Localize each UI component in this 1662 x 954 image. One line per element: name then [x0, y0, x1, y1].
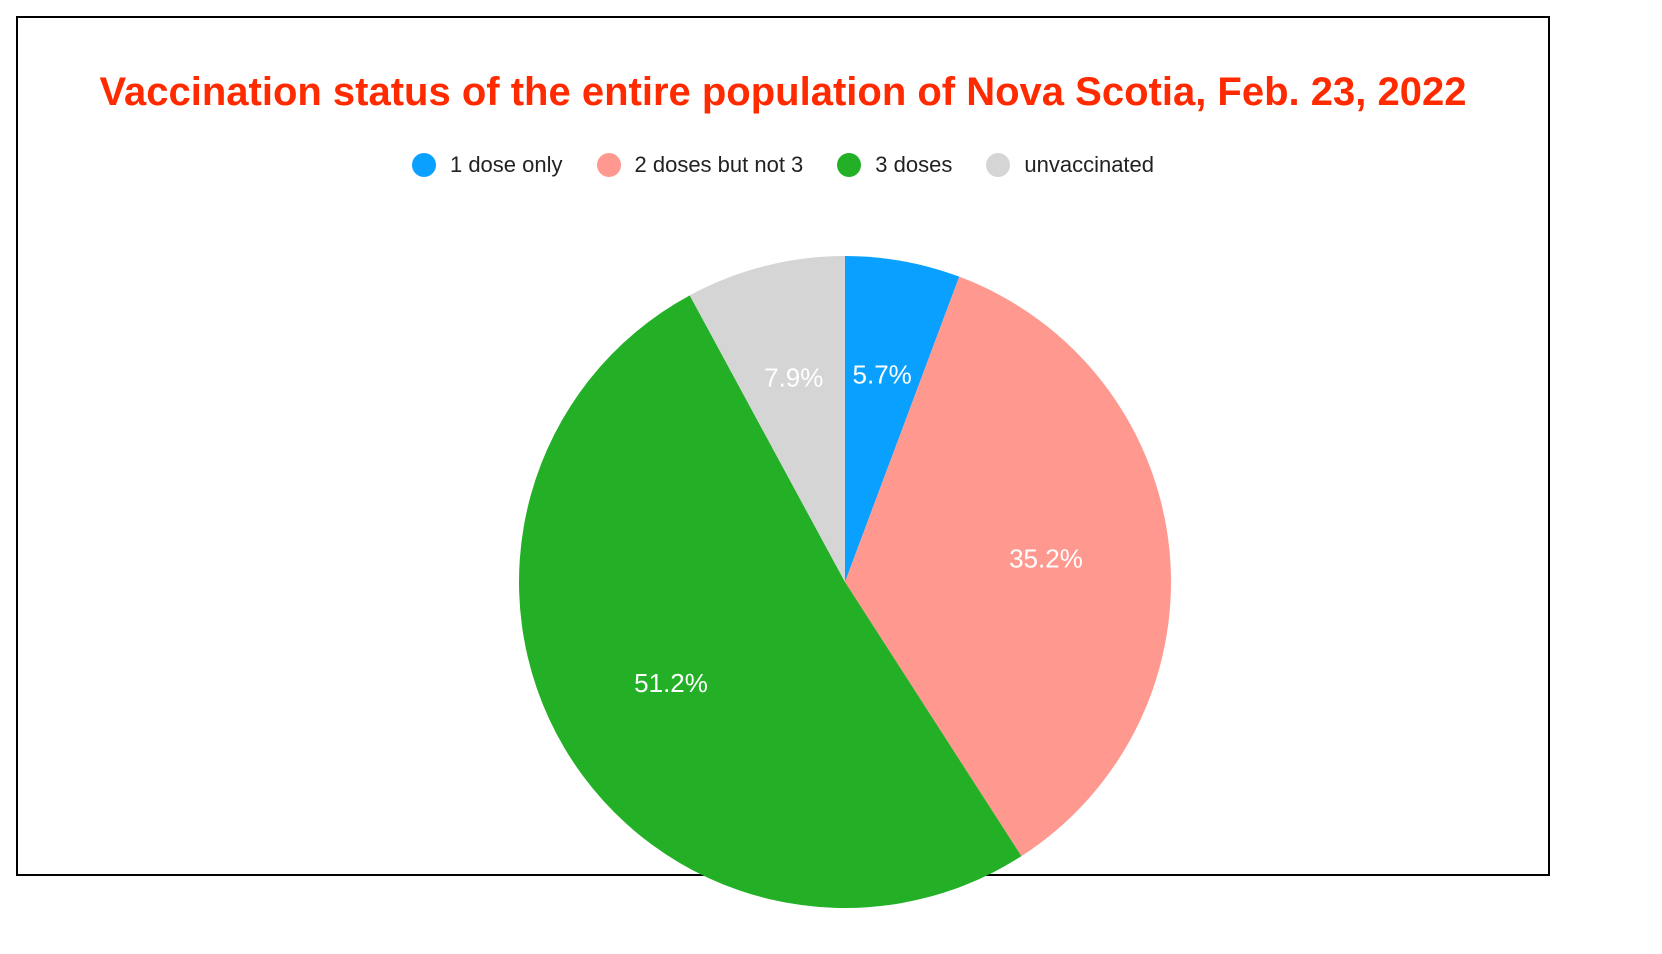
pie-label-3-doses: 51.2% — [634, 668, 708, 698]
legend-label-2-doses: 2 doses but not 3 — [634, 152, 804, 177]
legend-item-2-doses[interactable]: 2 doses but not 3 — [596, 152, 804, 178]
legend-swatch-3-doses — [837, 153, 862, 177]
pie-slice-2-doses-but-not-3[interactable] — [845, 276, 1171, 857]
chart-title: Vaccination status of the entire populat… — [99, 70, 1467, 114]
legend-label-1-dose-only: 1 dose only — [449, 152, 563, 177]
pie-slice-1-dose-only[interactable] — [845, 256, 960, 582]
legend-swatch-1-dose-only — [411, 153, 436, 177]
pie-slice-unvaccinated[interactable] — [689, 256, 845, 582]
pie-label-unvaccinated: 7.9% — [764, 363, 823, 393]
pie-labels: 5.7% 35.2% 51.2% 7.9% — [634, 360, 1083, 698]
legend-swatch-unvaccinated — [986, 153, 1011, 177]
legend-item-1-dose-only[interactable]: 1 dose only — [411, 152, 563, 178]
legend-label-unvaccinated: unvaccinated — [1024, 152, 1155, 177]
pie-label-1-dose-only: 5.7% — [853, 360, 912, 390]
chart-legend: 1 dose only 2 doses but not 3 3 doses un… — [18, 152, 1548, 178]
legend-label-3-doses: 3 doses — [875, 152, 953, 177]
legend-item-3-doses[interactable]: 3 doses — [837, 152, 952, 178]
pie-label-2-doses-but-not-3: 35.2% — [1009, 543, 1083, 573]
pie-slices — [518, 256, 1171, 909]
legend-swatch-2-doses — [596, 153, 621, 177]
pie-slice-3-doses[interactable] — [518, 295, 1022, 909]
legend-item-unvaccinated[interactable]: unvaccinated — [986, 152, 1154, 178]
